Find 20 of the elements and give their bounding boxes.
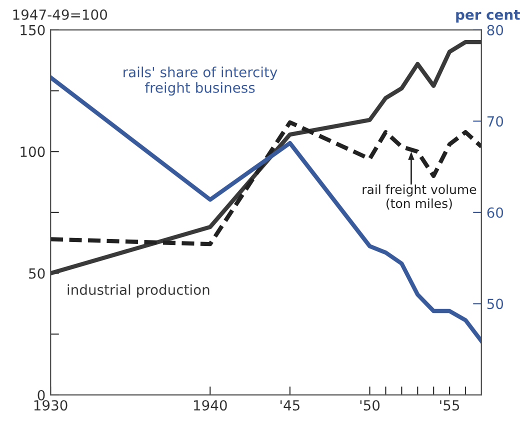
x-tick-label: '45 <box>280 400 300 411</box>
x-tick-label: '50 <box>360 400 380 411</box>
y-tick-label: 150 <box>20 24 45 36</box>
text: rail freight volume (ton miles) <box>362 184 476 210</box>
x-tick-label: '55 <box>440 400 460 411</box>
line-series <box>50 120 482 246</box>
text: rails' share of intercity freight business <box>124 66 278 96</box>
y2-axis-title: per cent <box>456 10 520 23</box>
y2-tick-label: 60 <box>487 207 504 218</box>
y2-tick-label: 50 <box>487 298 504 310</box>
y-axis-title: 1947-49=100 <box>13 9 108 20</box>
y-tick-label: 0 <box>38 390 45 400</box>
x-tick-label: 1930 <box>34 400 68 411</box>
y2-tick-label: 80 <box>487 24 504 36</box>
line-series <box>50 40 482 276</box>
y-tick-label: 50 <box>29 268 45 279</box>
series-label: industrial production <box>68 284 210 298</box>
y2-tick-label: 70 <box>487 116 504 127</box>
y-tick-label: 100 <box>20 146 45 158</box>
x-tick-label: 1940 <box>194 400 227 411</box>
